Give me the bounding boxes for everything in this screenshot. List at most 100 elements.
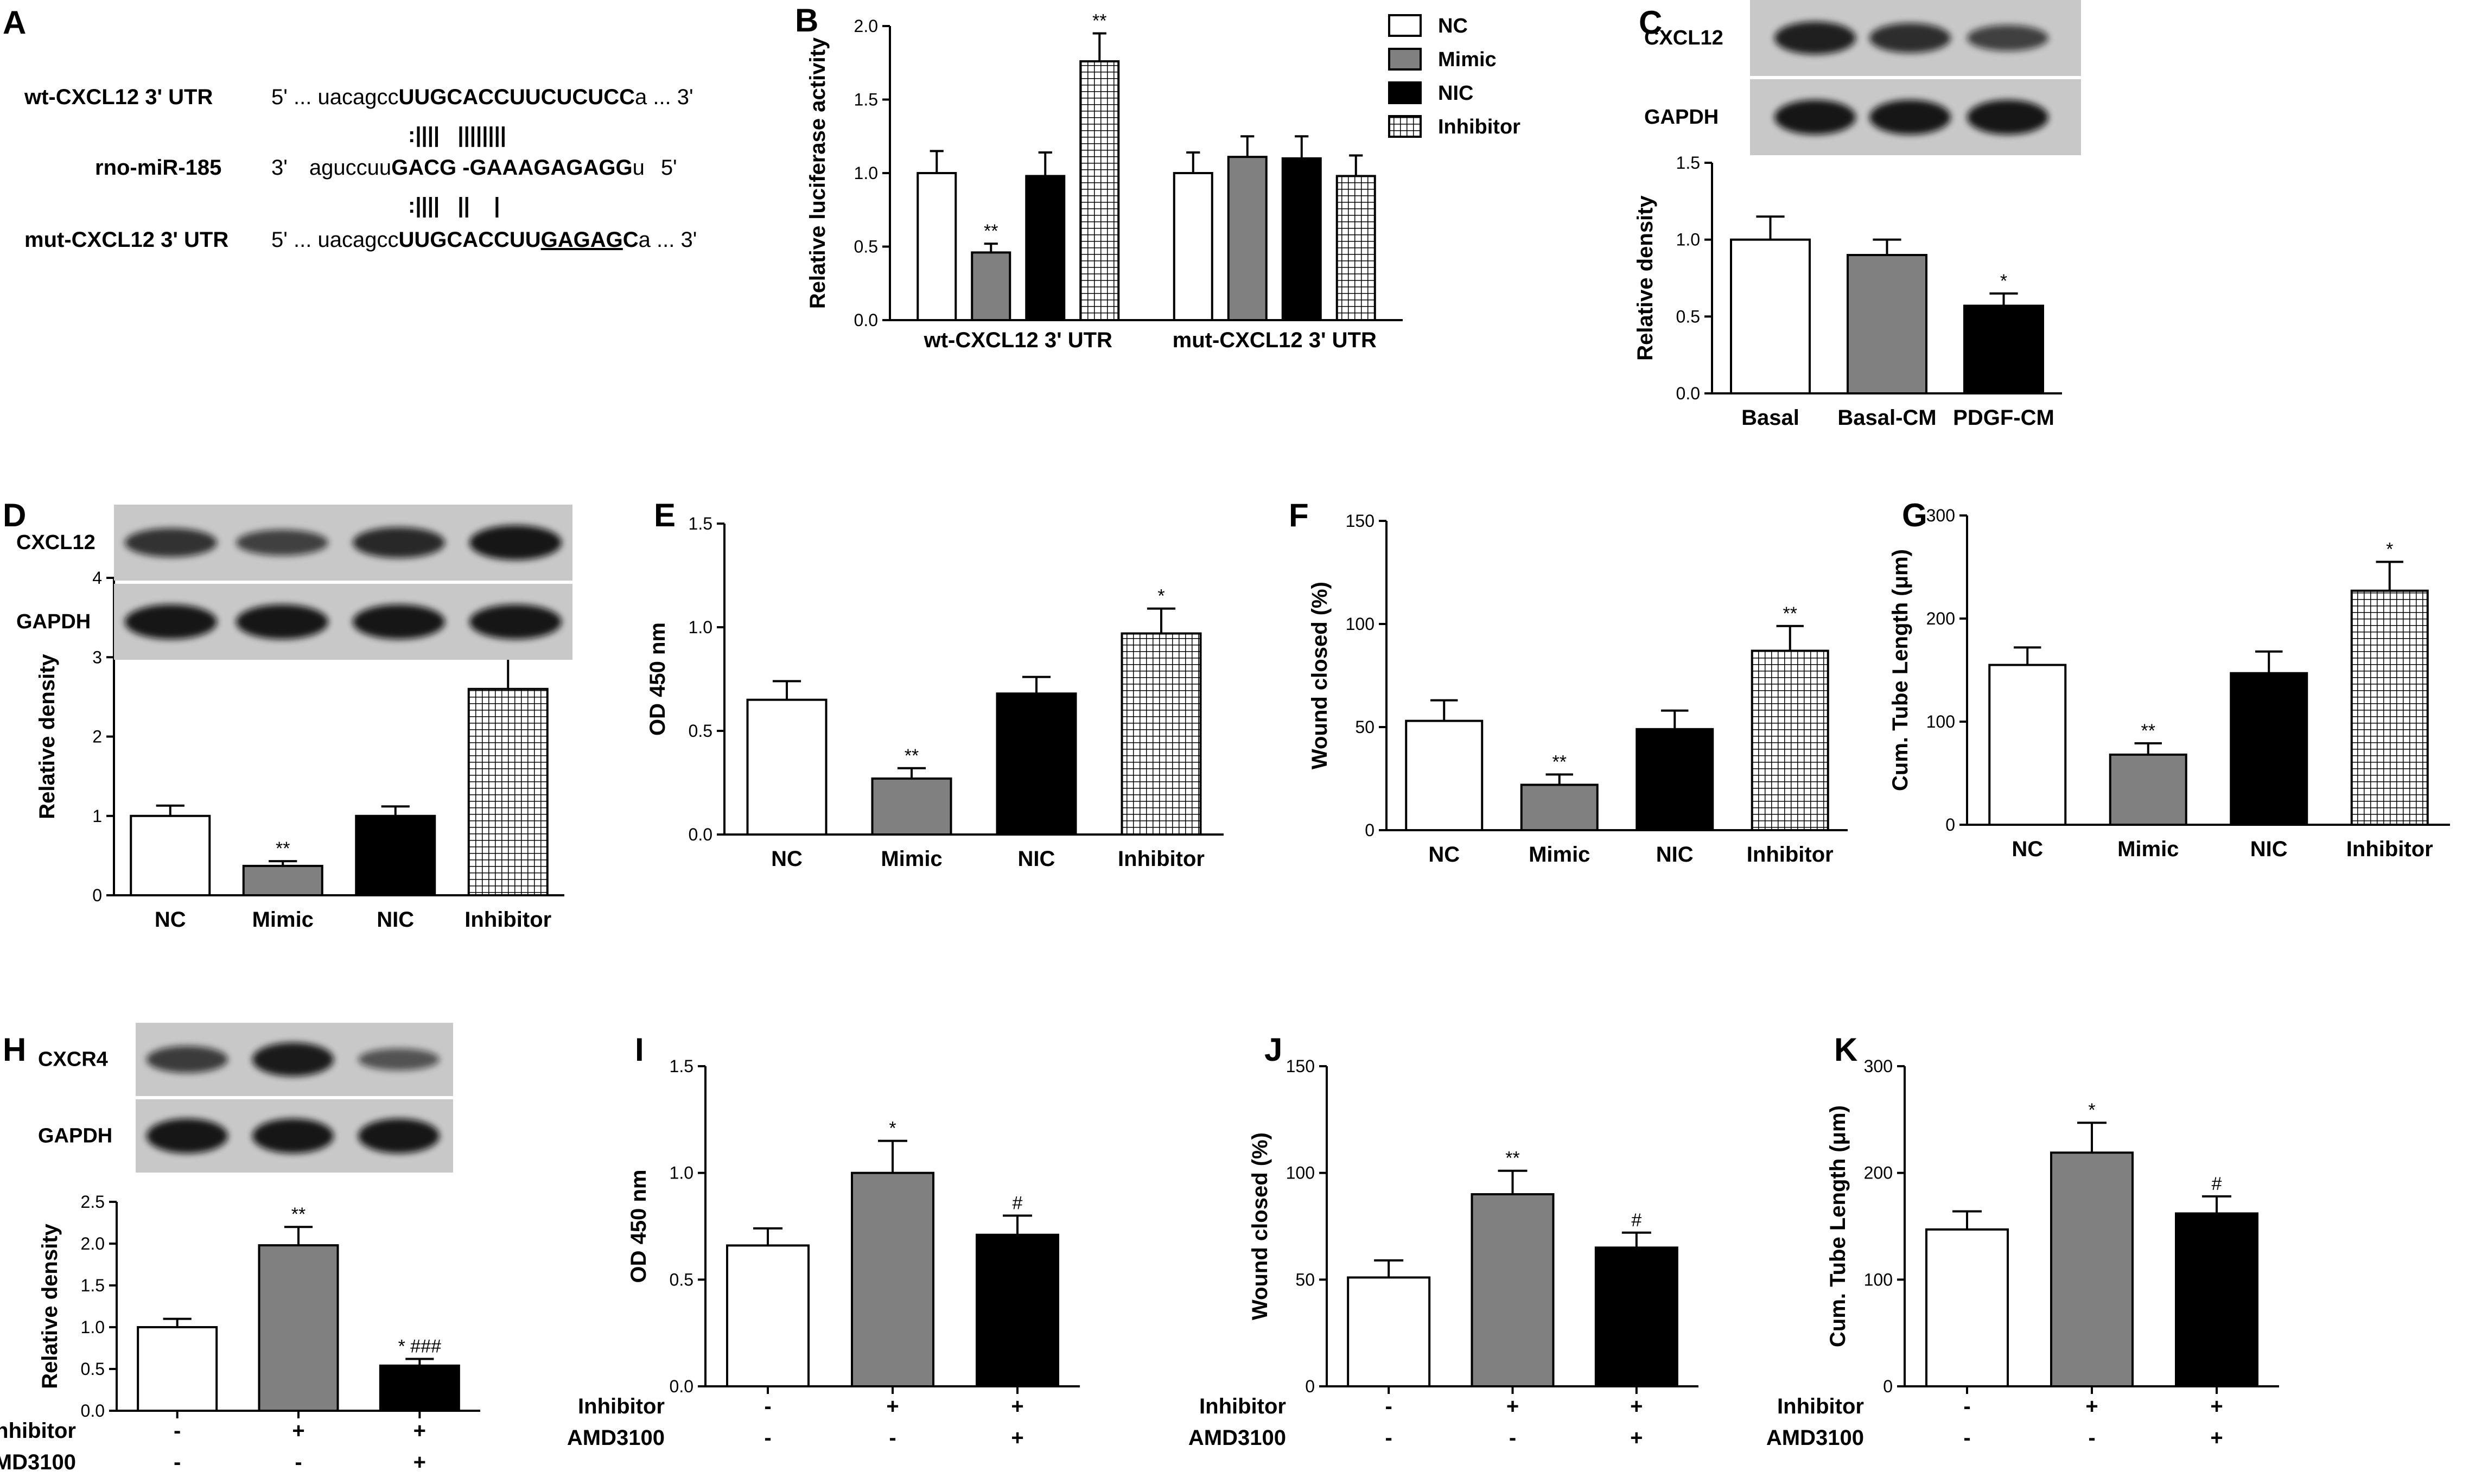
blot-row-label: CXCL12 <box>1644 27 1723 49</box>
bar <box>1173 172 1213 321</box>
panel-label-c: C <box>1639 4 1662 41</box>
category-label: NC <box>155 908 186 932</box>
panel-label-g: G <box>1902 497 1927 533</box>
blot-band <box>358 1118 440 1154</box>
category-label: Inhibitor <box>2346 837 2433 861</box>
y-tick-label: 0.0 <box>689 825 712 844</box>
panel-label-b: B <box>795 2 818 39</box>
y-tick-label: 150 <box>1286 1056 1315 1076</box>
bar <box>1281 157 1322 321</box>
blot-band <box>1774 21 1856 55</box>
significance-label: # <box>1631 1210 1641 1231</box>
y-tick-label: 0 <box>1365 820 1375 840</box>
condition-sign: + <box>413 1419 426 1443</box>
chart-b: B 0.0 0.5 1.0 1.5 2.0 Relative luciferase acti… <box>795 2 1403 352</box>
panel-label-d: D <box>3 497 26 533</box>
blot-band <box>353 527 445 558</box>
y-tick-label: 0.0 <box>670 1377 693 1396</box>
significance-label: * ### <box>398 1336 441 1357</box>
category-label: Mimic <box>1529 843 1590 867</box>
blot-band <box>1967 25 2048 51</box>
seq-wt: 5' ... uacagccUUGCACCUUCUCUCCa ... 3' <box>271 85 693 109</box>
bar <box>1925 1228 2009 1387</box>
panel-label-h: H <box>3 1031 26 1068</box>
category-label: Inhibitor <box>464 908 551 932</box>
blot-band <box>252 1118 334 1154</box>
bar <box>1730 238 1811 394</box>
condition-sign: + <box>886 1394 899 1418</box>
y-tick-label: 2 <box>92 727 102 747</box>
bar <box>726 1244 810 1387</box>
blot-row-label: GAPDH <box>38 1125 112 1148</box>
significance-label: # <box>1013 1193 1023 1213</box>
bar <box>258 1244 339 1412</box>
bar <box>2175 1212 2258 1387</box>
category-label: Inhibitor <box>1118 847 1205 871</box>
western-blot-c: CXCL12 GAPDH <box>1644 0 2081 155</box>
condition-sign: + <box>2210 1394 2223 1418</box>
y-tick-label: 100 <box>1926 712 1955 731</box>
condition-sign: - <box>764 1394 771 1418</box>
y-tick-label: 0.5 <box>81 1359 105 1379</box>
significance-label: ** <box>1783 603 1797 624</box>
blot-band <box>1774 100 1856 135</box>
condition-sign: - <box>295 1450 302 1474</box>
condition-sign: - <box>2088 1426 2095 1450</box>
y-tick-label: 0 <box>1883 1377 1893 1396</box>
bar <box>917 172 957 321</box>
y-tick-label: 3 <box>92 647 102 667</box>
pairing-top: :|||| |||||||| <box>408 123 506 147</box>
bar <box>746 698 828 836</box>
condition-sign: - <box>174 1419 181 1443</box>
bar <box>1347 1276 1431 1387</box>
y-tick-label: 200 <box>1864 1163 1893 1183</box>
seq-mut: 5' ... uacagccUUGCACCUUGAGAGCa ... 3' <box>271 228 697 252</box>
bar <box>355 814 436 896</box>
y-tick-label: 200 <box>1926 609 1955 628</box>
panel-label-f: F <box>1289 497 1309 533</box>
blot-band <box>125 528 217 557</box>
condition-sign: - <box>1385 1426 1392 1450</box>
significance-label: * <box>2386 539 2393 560</box>
blot-band <box>236 530 328 556</box>
legend-b: NC Mimic NIC Inhibitor <box>1388 14 1520 138</box>
legend-label: Mimic <box>1438 48 1497 71</box>
condition-label: Inhibitor <box>1199 1394 1286 1418</box>
panel-label-j: J <box>1264 1031 1282 1068</box>
y-tick-label: 300 <box>1864 1056 1893 1076</box>
y-tick-label: 100 <box>1286 1163 1315 1183</box>
chart-k: K 0 100 200 300 Cum. Tube Length (μm) - - * + - # + +… <box>1766 1031 2279 1450</box>
chart-h: H 0.0 0.5 1.0 1.5 2.0 2.5 Relative density - - ** +… <box>0 1031 480 1474</box>
condition-sign: - <box>174 1450 181 1474</box>
condition-sign: - <box>1509 1426 1516 1450</box>
significance-label: ** <box>1505 1148 1519 1169</box>
bar <box>2350 589 2429 826</box>
blot-band <box>125 604 217 639</box>
significance-label: ** <box>2141 721 2155 741</box>
condition-sign: + <box>1011 1426 1023 1450</box>
bar <box>130 814 211 896</box>
category-label: NIC <box>1656 843 1694 867</box>
y-axis-label: Cum. Tube Length (μm) <box>1826 1105 1850 1347</box>
bar <box>1594 1246 1678 1387</box>
seq-mir: 3' aguccuuGACG -GAAAGAGAGGu 5' <box>271 156 677 180</box>
y-tick-label: 0 <box>92 886 102 905</box>
blot-band <box>358 1048 440 1071</box>
bar <box>1520 784 1599 832</box>
category-label: wt-CXCL12 3' UTR <box>924 328 1112 352</box>
category-label: NIC <box>377 908 414 932</box>
legend-swatch <box>1388 115 1422 138</box>
y-tick-label: 2.0 <box>81 1234 105 1253</box>
legend-label: NC <box>1438 15 1468 37</box>
y-tick-label: 0.0 <box>854 310 878 330</box>
category-label: Inhibitor <box>1747 843 1834 867</box>
blot-band <box>236 604 328 639</box>
y-tick-label: 100 <box>1346 614 1375 634</box>
y-tick-label: 0.5 <box>854 237 878 257</box>
seq-name-mut: mut-CXCL12 3' UTR <box>24 228 228 252</box>
significance-label: * <box>2000 271 2007 291</box>
bar <box>2230 672 2308 826</box>
bar <box>971 251 1011 321</box>
y-tick-label: 300 <box>1926 506 1955 525</box>
